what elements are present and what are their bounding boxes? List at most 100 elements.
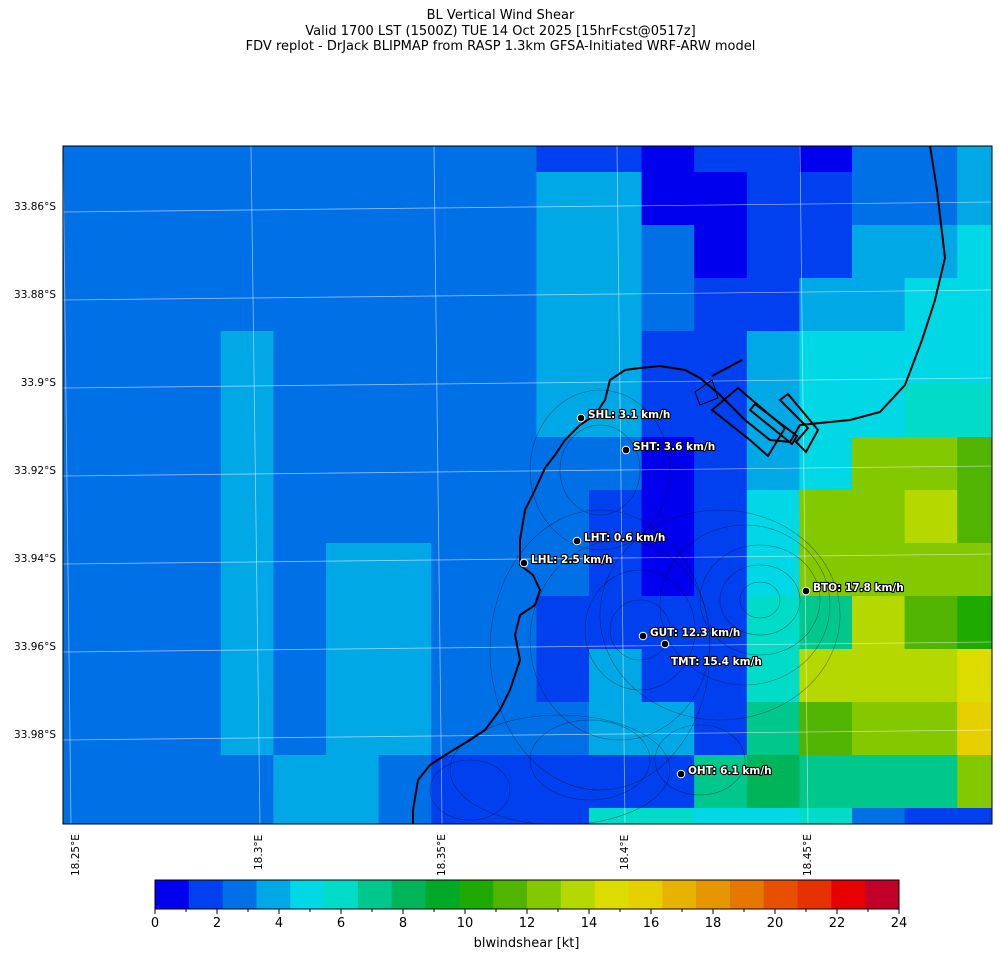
shear-cell — [536, 755, 590, 809]
colorbar-swatch — [256, 880, 291, 909]
shear-cell — [641, 278, 695, 332]
shear-cell — [852, 649, 906, 703]
shear-cell — [536, 146, 590, 173]
shear-cell — [746, 225, 800, 279]
shear-cell — [220, 649, 274, 703]
shear-cell — [536, 278, 590, 332]
shear-cell — [378, 649, 432, 703]
station-label: LHL: 2.5 km/h — [531, 554, 613, 566]
shear-cell — [168, 490, 222, 544]
shear-cell — [115, 437, 169, 491]
shear-cell — [904, 808, 958, 824]
shear-cell — [168, 384, 222, 438]
shear-cell — [589, 172, 643, 226]
shear-cell — [115, 808, 169, 824]
lat-line — [62, 729, 993, 741]
shear-cell — [589, 225, 643, 279]
shear-cell — [273, 543, 327, 597]
lat-line — [62, 289, 993, 301]
shear-cell — [852, 755, 906, 809]
shear-cell — [220, 543, 274, 597]
shear-cell — [904, 596, 958, 650]
shear-cell — [799, 146, 853, 173]
shear-cell — [799, 278, 853, 332]
shear-cell — [904, 172, 958, 226]
lon-label: 18.3°E — [253, 834, 265, 870]
shear-cell — [641, 146, 695, 173]
colorbar-tick-label: 10 — [456, 916, 474, 931]
station-dot — [660, 639, 670, 649]
harbour-pier — [748, 402, 799, 446]
colorbar-swatch — [797, 880, 832, 909]
shear-cell — [273, 225, 327, 279]
shear-cell — [483, 702, 537, 756]
shear-cell — [326, 596, 380, 650]
coastline-path — [412, 145, 947, 824]
colorbar-swatch — [188, 880, 224, 909]
colorbar-tick-label: 4 — [274, 916, 284, 931]
shear-cell — [536, 384, 590, 438]
lat-line — [62, 553, 993, 565]
colorbar-swatch — [290, 880, 325, 909]
shear-cell — [799, 649, 853, 703]
contour — [559, 424, 641, 516]
shear-cell — [641, 808, 695, 824]
shear-cell — [378, 702, 432, 756]
colorbar-tick-label: 0 — [150, 916, 160, 931]
shear-cell — [694, 384, 748, 438]
shear-cell — [852, 702, 906, 756]
colorbar-tick-label: 6 — [336, 916, 346, 931]
shear-cell — [799, 490, 853, 544]
shear-cell — [957, 649, 992, 703]
shear-cell — [799, 702, 853, 756]
shear-cell — [168, 146, 222, 173]
contour — [449, 714, 671, 824]
shear-cell — [220, 384, 274, 438]
lat-label: 33.88°S — [14, 289, 56, 301]
shear-cell — [957, 543, 992, 597]
shear-cell — [957, 384, 992, 438]
shear-cell — [536, 649, 590, 703]
station-markers: SHL: 3.1 km/h SHT: 3.6 km/h LHT: 0.6 km/h L… — [519, 408, 905, 779]
shear-cell — [63, 543, 117, 597]
shear-cell — [957, 861, 1001, 915]
shear-cell — [904, 331, 958, 385]
shear-cell — [536, 331, 590, 385]
shear-cell — [536, 225, 590, 279]
station-sht: SHT: 3.6 km/h — [621, 440, 716, 455]
lat-line — [62, 377, 993, 389]
shear-cell — [904, 755, 958, 809]
shear-cell — [483, 172, 537, 226]
shear-cell — [746, 146, 800, 173]
lon-label: 18.4°E — [619, 834, 631, 870]
shear-cell — [220, 437, 274, 491]
shear-cell — [273, 331, 327, 385]
shear-cell — [483, 596, 537, 650]
shear-cell — [378, 437, 432, 491]
shear-cell — [694, 331, 748, 385]
shear-cell — [799, 808, 853, 824]
shear-cell — [431, 146, 485, 173]
shear-cell — [220, 490, 274, 544]
graticule — [62, 145, 993, 825]
colorbar-tick-label: 8 — [398, 916, 408, 931]
harbour-basin — [710, 386, 787, 458]
shear-cell — [799, 172, 853, 226]
shear-cell — [852, 225, 906, 279]
colorbar-swatch — [391, 880, 427, 909]
shear-cell — [63, 702, 117, 756]
shear-cell — [904, 702, 958, 756]
shear-cell — [641, 172, 695, 226]
shear-cell — [220, 225, 274, 279]
lat-label: 33.92°S — [14, 465, 56, 477]
shear-cell — [378, 278, 432, 332]
shear-cell — [220, 146, 274, 173]
colorbar-swatch — [560, 880, 596, 909]
shear-cell — [326, 437, 380, 491]
station-label: SHL: 3.1 km/h — [588, 409, 670, 421]
shear-cell — [589, 755, 643, 809]
lat-line — [62, 641, 993, 653]
shear-cell — [957, 596, 992, 650]
title-line-2: Valid 1700 LST (1500Z) TUE 14 Oct 2025 [… — [305, 23, 696, 39]
